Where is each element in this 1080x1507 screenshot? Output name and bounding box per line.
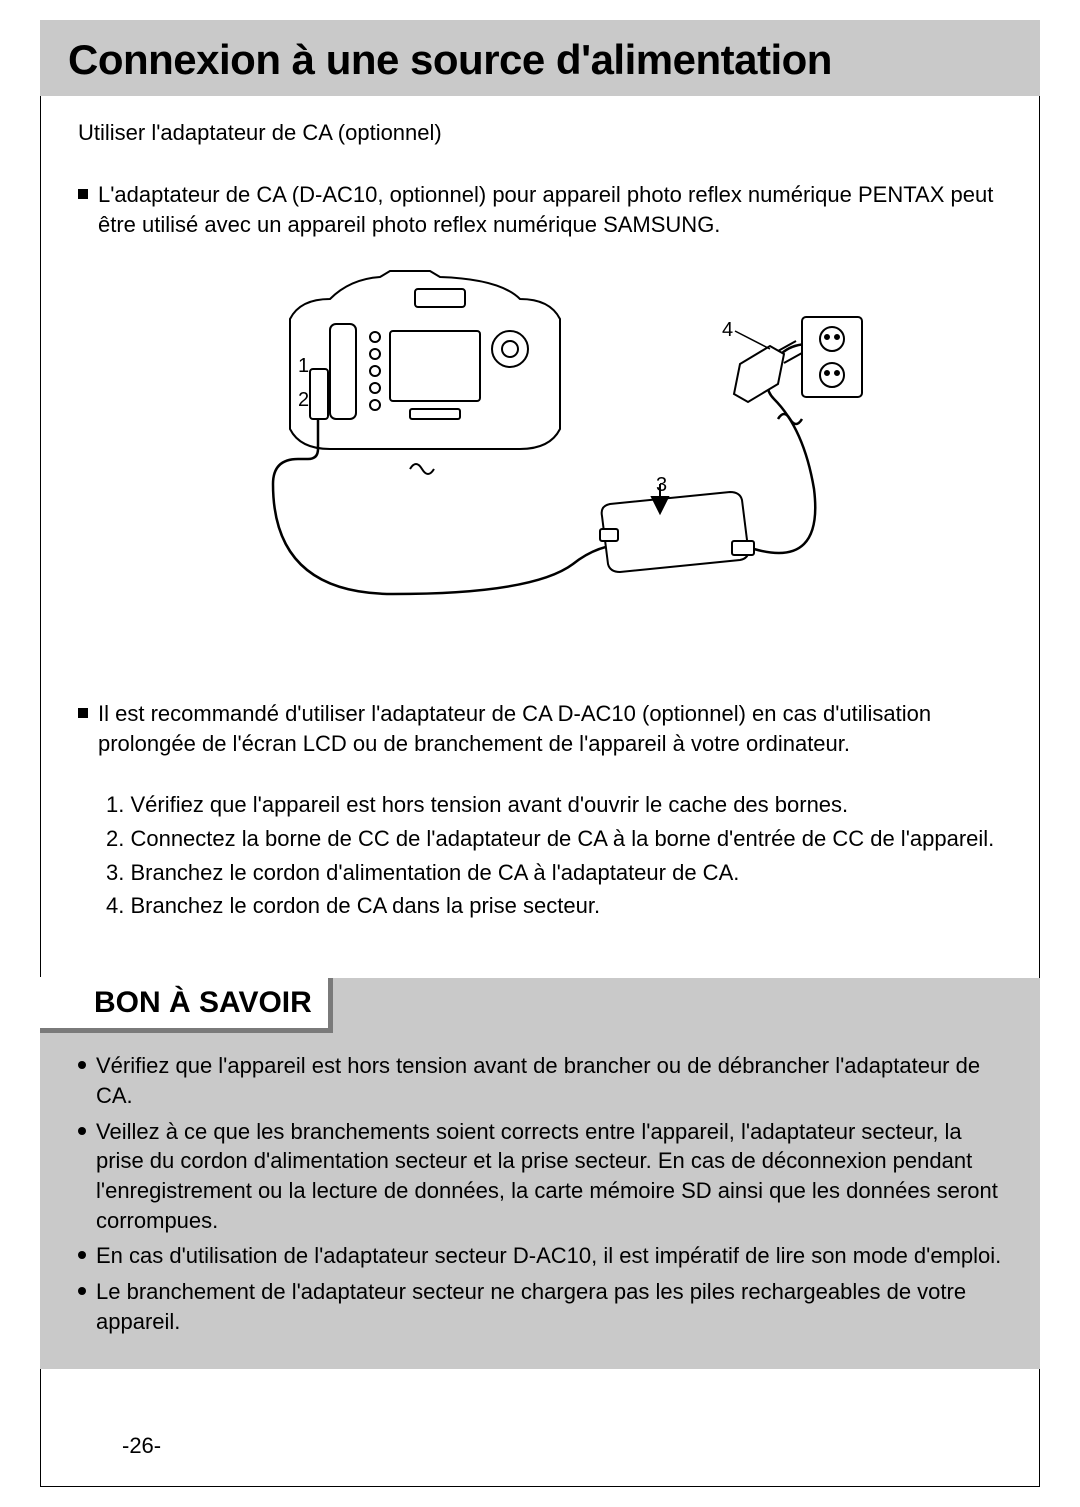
diagram-svg [180,269,900,659]
info-item: Veillez à ce que les branchements soient… [78,1117,1002,1236]
section-subtitle: Utiliser l'adaptateur de CA (optionnel) [78,120,1002,146]
info-item: Le branchement de l'adaptateur secteur n… [78,1277,1002,1336]
bullet-dot-icon [78,1287,86,1295]
step-item: 1. Vérifiez que l'appareil est hors tens… [106,789,1002,821]
diagram-container: 1 2 3 4 [78,269,1002,659]
recommendation-paragraph: Il est recommandé d'utiliser l'adaptateu… [78,699,1002,758]
diagram-label-1: 1 [298,355,309,378]
info-item: Vérifiez que l'appareil est hors tension… [78,1051,1002,1110]
bullet-dot-icon [78,1127,86,1135]
diagram-label-4: 4 [722,319,733,342]
body-inner: Utiliser l'adaptateur de CA (optionnel) … [40,120,1040,922]
intro-text: L'adaptateur de CA (D-AC10, optionnel) p… [98,180,1002,239]
info-box: BON À SAVOIR Vérifiez que l'appareil est… [40,978,1040,1368]
step-item: 3. Branchez le cordon d'alimentation de … [106,857,1002,889]
intro-paragraph: L'adaptateur de CA (D-AC10, optionnel) p… [78,180,1002,239]
page-title: Connexion à une source d'alimentation [68,36,1012,84]
info-item: En cas d'utilisation de l'adaptateur sec… [78,1241,1002,1271]
info-text: Veillez à ce que les branchements soient… [96,1117,1002,1236]
recommendation-text: Il est recommandé d'utiliser l'adaptateu… [98,699,1002,758]
info-title-wrap: BON À SAVOIR [40,978,333,1033]
step-item: 4. Branchez le cordon de CA dans la pris… [106,890,1002,922]
step-item: 2. Connectez la borne de CC de l'adaptat… [106,823,1002,855]
info-title: BON À SAVOIR [56,986,312,1020]
bullet-dot-icon [78,1061,86,1069]
square-bullet-icon [78,708,88,718]
info-text: Vérifiez que l'appareil est hors tension… [96,1051,1002,1110]
info-text: Le branchement de l'adaptateur secteur n… [96,1277,1002,1336]
diagram-label-2: 2 [298,389,309,412]
bullet-dot-icon [78,1251,86,1259]
diagram-label-3: 3 [656,474,667,497]
title-bar: Connexion à une source d'alimentation [40,20,1040,96]
steps-list: 1. Vérifiez que l'appareil est hors tens… [106,789,1002,923]
info-list: Vérifiez que l'appareil est hors tension… [78,1051,1002,1336]
square-bullet-icon [78,189,88,199]
page-content: Connexion à une source d'alimentation Ut… [40,20,1040,1487]
page-number: -26- [122,1433,161,1459]
connection-diagram: 1 2 3 4 [180,269,900,659]
info-text: En cas d'utilisation de l'adaptateur sec… [96,1241,1001,1271]
